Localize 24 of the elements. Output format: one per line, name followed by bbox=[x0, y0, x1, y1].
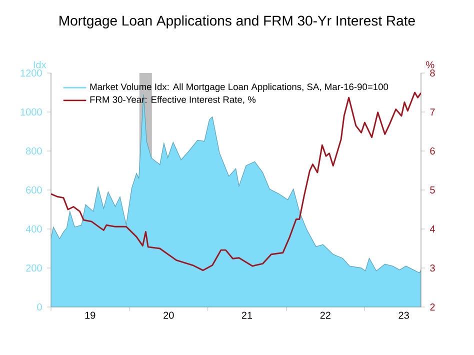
y-axis-title: Idx bbox=[34, 60, 46, 68]
x-tick-label: 23 bbox=[398, 312, 409, 319]
x-tick-label: 21 bbox=[242, 312, 252, 319]
x-tick-label: 22 bbox=[320, 312, 330, 319]
y2-tick-label: 8 bbox=[430, 69, 435, 77]
x-tick-label: 20 bbox=[164, 312, 174, 319]
y2-tick-label: 2 bbox=[430, 304, 435, 310]
y2-tick-label: 6 bbox=[430, 147, 435, 155]
legend-label: Market Volume Idx: All Mortgage Loan Applications, SA, Mar-16-90=100 bbox=[90, 83, 388, 92]
y-tick-label: 400 bbox=[26, 225, 42, 233]
y-tick-label: 200 bbox=[26, 264, 42, 272]
y2-tick-label: 3 bbox=[430, 264, 435, 272]
chart-title: Mortgage Loan Applications and FRM 30-Yr Interest Rate bbox=[60, 15, 415, 28]
y-tick-label: 1200 bbox=[20, 69, 42, 77]
y-tick-label: 600 bbox=[26, 186, 42, 194]
x-tick-label: 19 bbox=[85, 312, 96, 319]
y-tick-label: 1000 bbox=[20, 108, 42, 116]
y-tick-label: 800 bbox=[26, 147, 42, 155]
y2-tick-label: 5 bbox=[430, 186, 435, 194]
y2-tick-label: 7 bbox=[430, 108, 435, 116]
line-series bbox=[51, 92, 422, 272]
y2-tick-label: 4 bbox=[430, 226, 435, 232]
y2-axis-title: % bbox=[426, 61, 434, 68]
y-tick-label: 0 bbox=[37, 303, 42, 311]
